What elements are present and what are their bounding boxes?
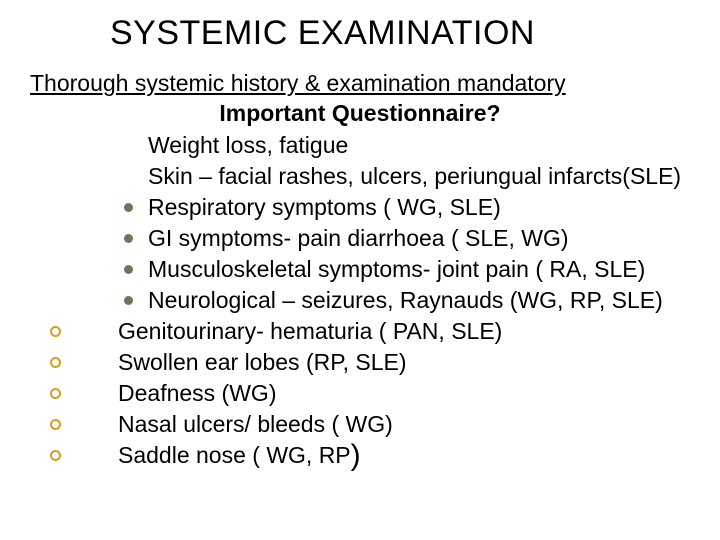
circle-bullet-icon — [50, 388, 61, 399]
list-item-text: Weight loss, fatigue — [148, 130, 700, 161]
list-item: Genitourinary- hematuria ( PAN, SLE) — [30, 316, 700, 347]
list-item: Musculoskeletal symptoms- joint pain ( R… — [30, 254, 700, 285]
list-item: Saddle nose ( WG, RP) — [30, 440, 700, 471]
list-item-text: Deafness (WG) — [118, 378, 700, 409]
circle-bullet-icon — [50, 419, 61, 430]
list-item-text: GI symptoms- pain diarrhoea ( SLE, WG) — [148, 223, 700, 254]
disc-bullet-icon — [124, 234, 133, 243]
list-item-text: Respiratory symptoms ( WG, SLE) — [148, 192, 700, 223]
list-item-text: Neurological – seizures, Raynauds (WG, R… — [148, 285, 700, 316]
list-item: Swollen ear lobes (RP, SLE) — [30, 347, 700, 378]
list-item-text: Skin – facial rashes, ulcers, periungual… — [148, 161, 700, 192]
circle-bullet-icon — [50, 326, 61, 337]
list-item: Respiratory symptoms ( WG, SLE) — [30, 192, 700, 223]
circle-bullet-icon — [50, 450, 61, 461]
list-item-text: Nasal ulcers/ bleeds ( WG) — [118, 409, 700, 440]
list-item-text: Swollen ear lobes (RP, SLE) — [118, 347, 700, 378]
list-item: Deafness (WG) — [30, 378, 700, 409]
subheading: Important Questionnaire? — [0, 100, 720, 127]
list-item-prefix: Saddle nose ( WG, RP — [118, 442, 351, 468]
lead-line: Thorough systemic history & examination … — [30, 70, 566, 97]
disc-bullet-icon — [124, 296, 133, 305]
list-item-text: Saddle nose ( WG, RP) — [118, 440, 700, 471]
list-item-text: Genitourinary- hematuria ( PAN, SLE) — [118, 316, 700, 347]
list-item: Neurological – seizures, Raynauds (WG, R… — [30, 285, 700, 316]
circle-bullet-icon — [50, 357, 61, 368]
list-item-text: Musculoskeletal symptoms- joint pain ( R… — [148, 254, 700, 285]
list-item: GI symptoms- pain diarrhoea ( SLE, WG) — [30, 223, 700, 254]
body-content: Weight loss, fatigue Skin – facial rashe… — [30, 130, 700, 472]
slide: SYSTEMIC EXAMINATION Thorough systemic h… — [0, 0, 720, 540]
list-item: Skin – facial rashes, ulcers, periungual… — [30, 161, 700, 192]
list-item: Weight loss, fatigue — [30, 130, 700, 161]
disc-bullet-icon — [124, 203, 133, 212]
big-close-paren: ) — [351, 439, 361, 472]
disc-bullet-icon — [124, 265, 133, 274]
page-title: SYSTEMIC EXAMINATION — [110, 14, 535, 53]
list-item: Nasal ulcers/ bleeds ( WG) — [30, 409, 700, 440]
